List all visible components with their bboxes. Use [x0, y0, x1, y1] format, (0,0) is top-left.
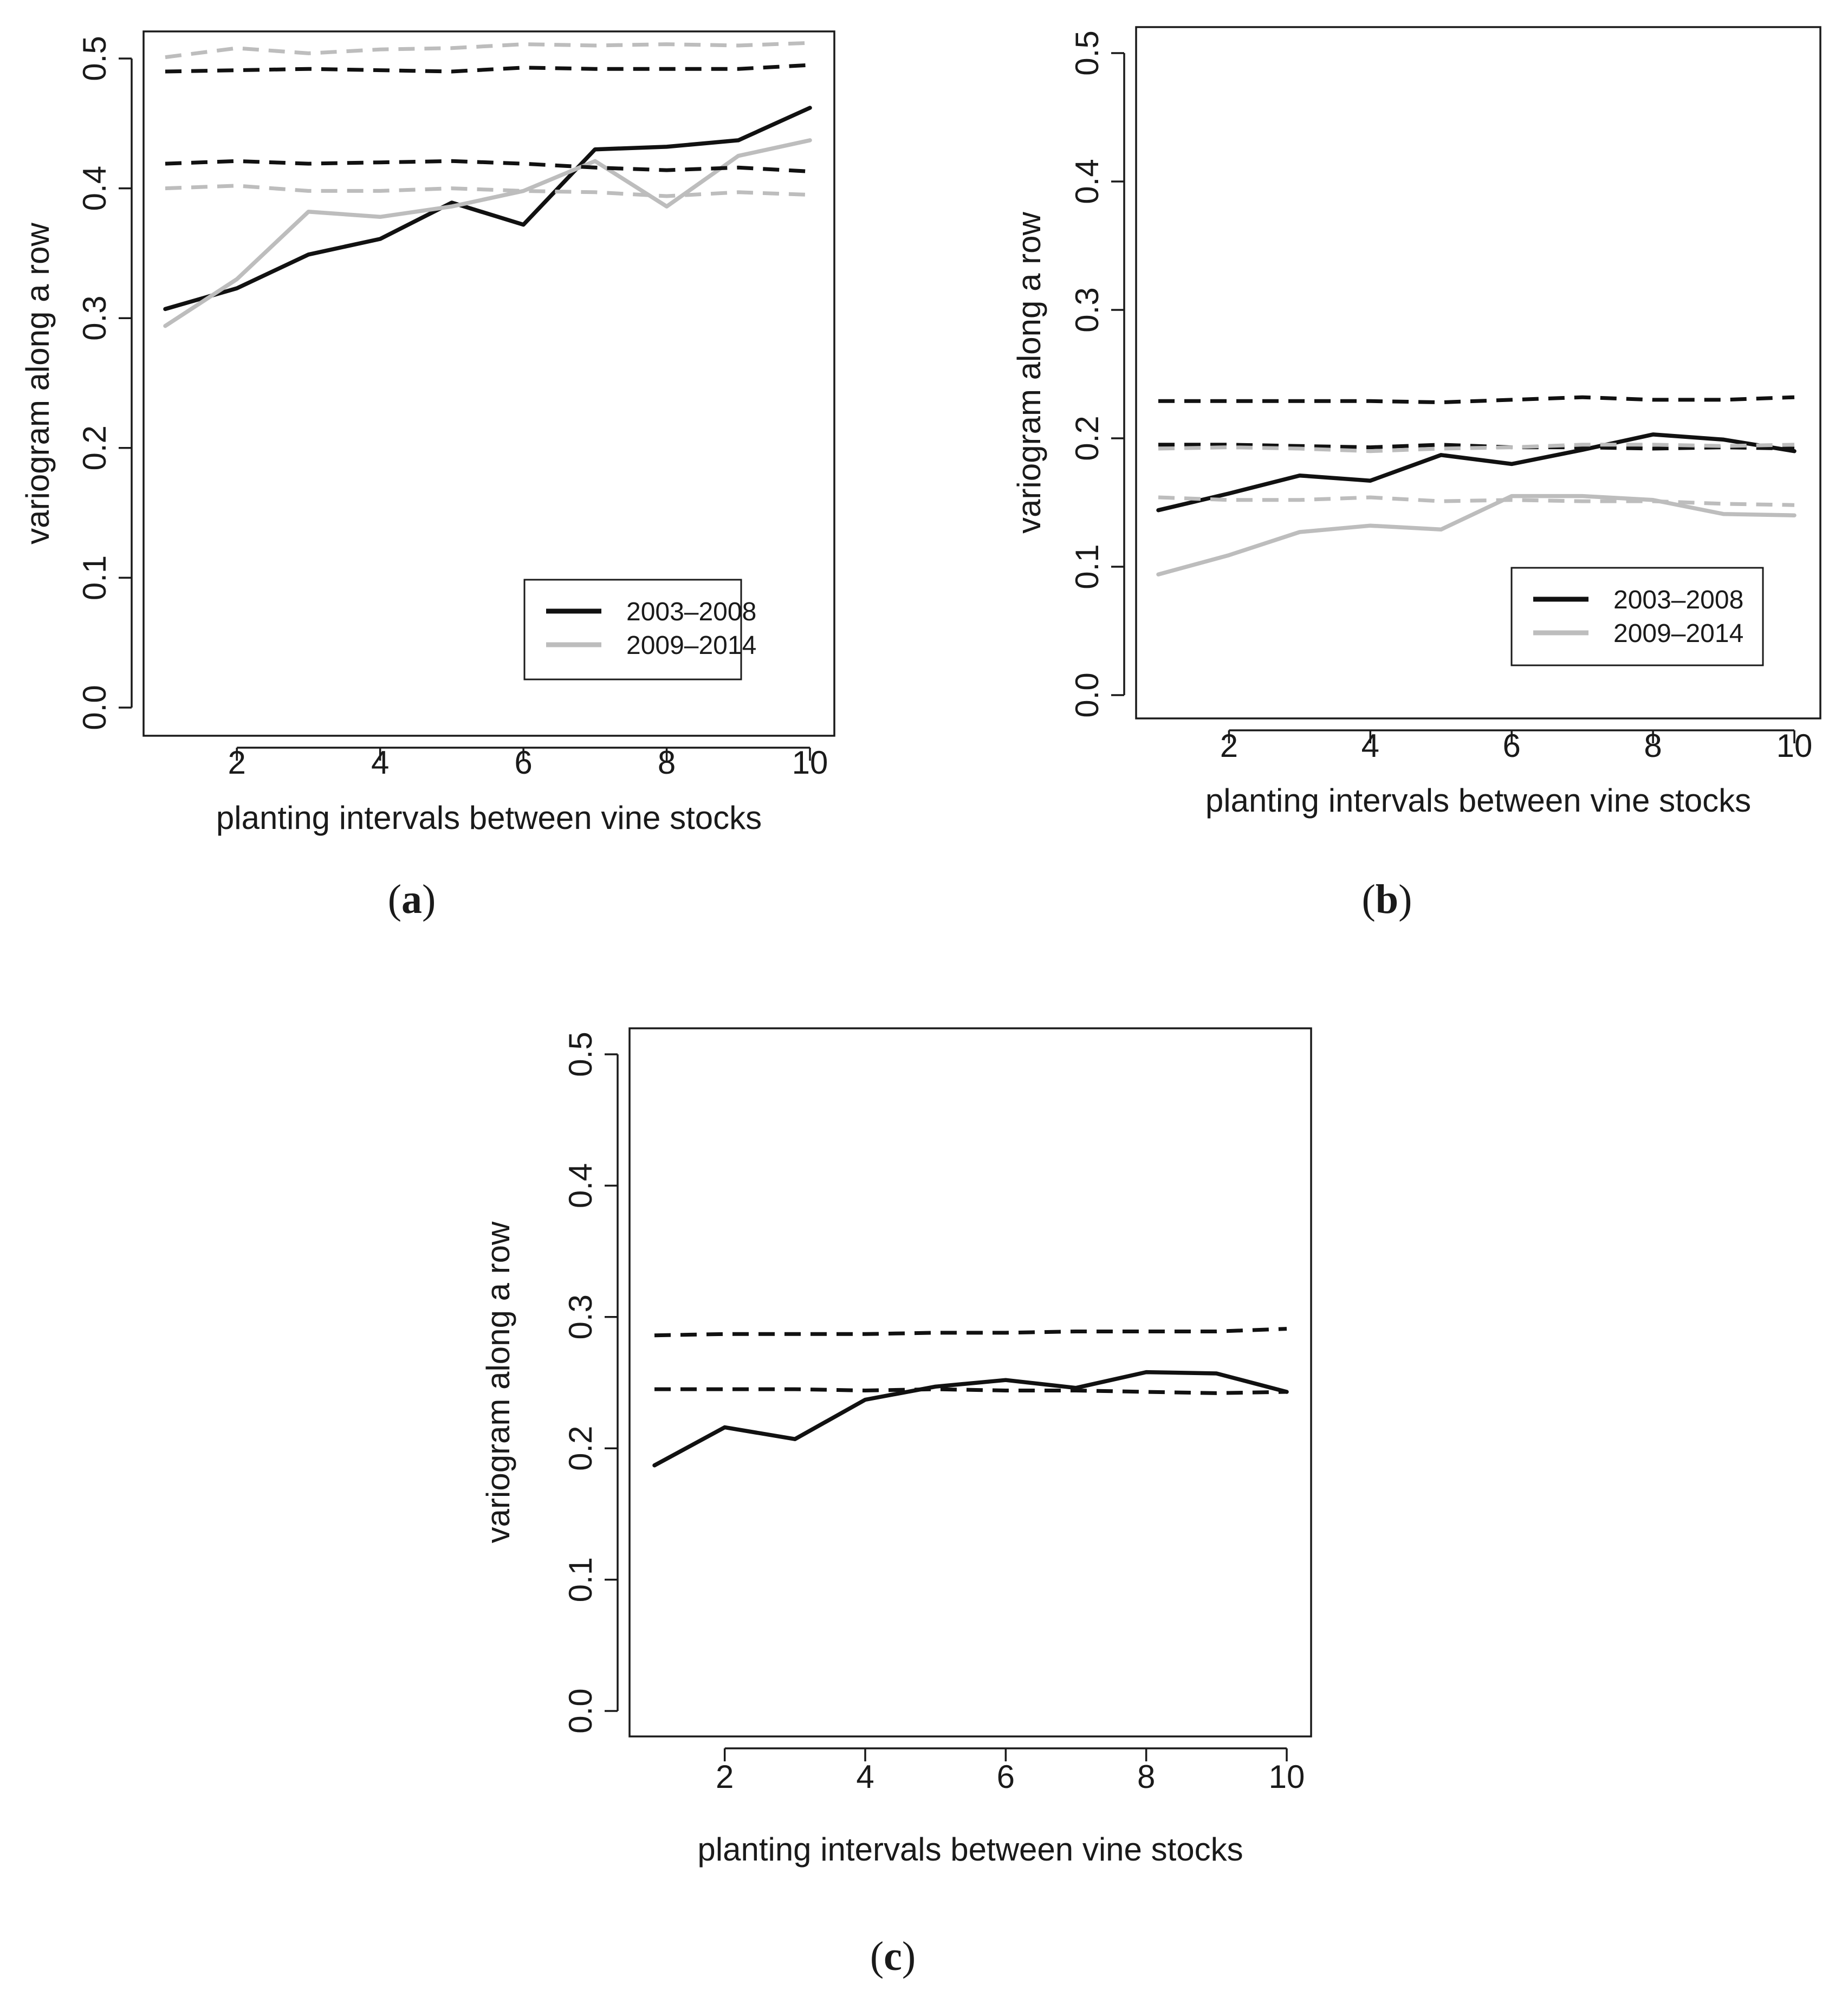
envelope-line-4	[165, 41, 810, 60]
envelope-line-2	[654, 1387, 1287, 1395]
series-line-0	[652, 1370, 1289, 1468]
series-line-0	[163, 106, 812, 312]
panel-caption-letter: b	[1376, 877, 1398, 922]
legend-label: 2009–2014	[1613, 619, 1743, 648]
legend-label: 2003–2008	[1613, 586, 1743, 614]
panel-caption-letter: a	[401, 877, 422, 922]
y-tick-label: 0.1	[76, 555, 113, 600]
x-tick-label: 4	[856, 1759, 874, 1795]
panel-caption-open: (	[1362, 877, 1376, 922]
chart-panel-a: 2 4 6 8 10 0.0 0.1 0.2 0.3 0.4 0.5 planting interva…	[20, 30, 835, 922]
envelope-line-3	[165, 159, 810, 173]
plot-frame	[628, 1027, 1312, 1738]
legend-box	[1510, 567, 1764, 666]
y-tick-label: 0.5	[562, 1032, 599, 1077]
panel-caption-a: (a)	[388, 877, 436, 922]
x-tick-label: 6	[997, 1759, 1015, 1795]
x-tick-label: 6	[514, 744, 532, 781]
envelope-line-1	[654, 1327, 1287, 1338]
y-tick-label: 0.0	[1069, 672, 1105, 717]
x-axis-title: planting intervals between vine stocks	[216, 800, 762, 836]
y-tick-label: 0.2	[562, 1425, 599, 1470]
plot-frame	[142, 30, 835, 737]
y-tick-label: 0.4	[562, 1163, 599, 1208]
x-tick-label: 4	[371, 744, 389, 781]
y-tick-label: 0.5	[76, 36, 113, 81]
x-tick-label: 4	[1361, 728, 1379, 764]
panel-caption-c: (c)	[870, 1934, 916, 1979]
plot-frame	[1135, 26, 1821, 719]
y-axis-title: variogram along a row	[480, 1221, 516, 1543]
y-tick-label: 0.0	[562, 1688, 599, 1733]
envelope-line-2	[165, 63, 810, 74]
envelope-line-5	[165, 184, 810, 198]
panel-caption-open: (	[388, 877, 401, 922]
x-tick-label: 10	[1269, 1759, 1305, 1795]
series-line-1	[163, 138, 812, 328]
legend-box	[523, 579, 742, 680]
chart-panel-c: 2 4 6 8 10 0.0 0.1 0.2 0.3 0.4 0.5 planting interva…	[480, 1027, 1312, 1979]
y-tick-label: 0.3	[1069, 287, 1105, 332]
x-tick-label: 8	[1137, 1759, 1155, 1795]
x-tick-label: 10	[1776, 728, 1813, 764]
envelope-line-5	[1158, 495, 1795, 507]
y-axis-title: variogram along a row	[1011, 212, 1047, 534]
y-tick-label: 0.1	[1069, 544, 1105, 589]
envelope-line-4	[1158, 443, 1795, 453]
y-tick-label: 0.3	[76, 295, 113, 340]
y-tick-label: 0.0	[76, 685, 113, 730]
legend-label: 2009–2014	[626, 631, 756, 660]
x-tick-label: 2	[716, 1759, 734, 1795]
panel-caption-letter: c	[884, 1934, 902, 1979]
envelope-line-2	[1158, 395, 1795, 405]
y-tick-label: 0.4	[76, 166, 113, 211]
x-tick-label: 6	[1503, 728, 1521, 764]
x-tick-label: 8	[1644, 728, 1662, 764]
chart-panel-b: 2 4 6 8 10 0.0 0.1 0.2 0.3 0.4 0.5 planting interva…	[1011, 26, 1821, 922]
series-line-0	[1156, 432, 1797, 513]
x-tick-label: 2	[228, 744, 246, 781]
series-line-1	[1156, 494, 1797, 576]
panel-caption-open: (	[870, 1934, 884, 1979]
x-tick-label: 8	[658, 744, 676, 781]
y-tick-label: 0.4	[1069, 159, 1105, 204]
panel-caption-close: )	[902, 1934, 916, 1979]
legend: 2003–2008 2009–2014	[1510, 567, 1764, 666]
y-tick-label: 0.2	[1069, 416, 1105, 461]
y-tick-label: 0.1	[562, 1557, 599, 1602]
x-tick-label: 2	[1220, 728, 1238, 764]
panels: 2 4 6 8 10 0.0 0.1 0.2 0.3 0.4 0.5 planting interva…	[20, 26, 1821, 1979]
panel-caption-close: )	[1398, 877, 1412, 922]
legend: 2003–2008 2009–2014	[523, 579, 756, 680]
x-tick-label: 10	[792, 744, 828, 781]
y-axis-title: variogram along a row	[20, 223, 56, 544]
y-tick-label: 0.2	[76, 425, 113, 470]
legend-label: 2003–2008	[626, 598, 756, 626]
panel-caption-close: )	[422, 877, 436, 922]
x-axis-title: planting intervals between vine stocks	[697, 1831, 1243, 1868]
y-tick-label: 0.5	[1069, 30, 1105, 75]
panel-caption-b: (b)	[1362, 877, 1412, 922]
envelope-line-3	[1158, 443, 1795, 451]
x-axis-title: planting intervals between vine stocks	[1205, 782, 1751, 819]
y-tick-label: 0.3	[562, 1294, 599, 1339]
